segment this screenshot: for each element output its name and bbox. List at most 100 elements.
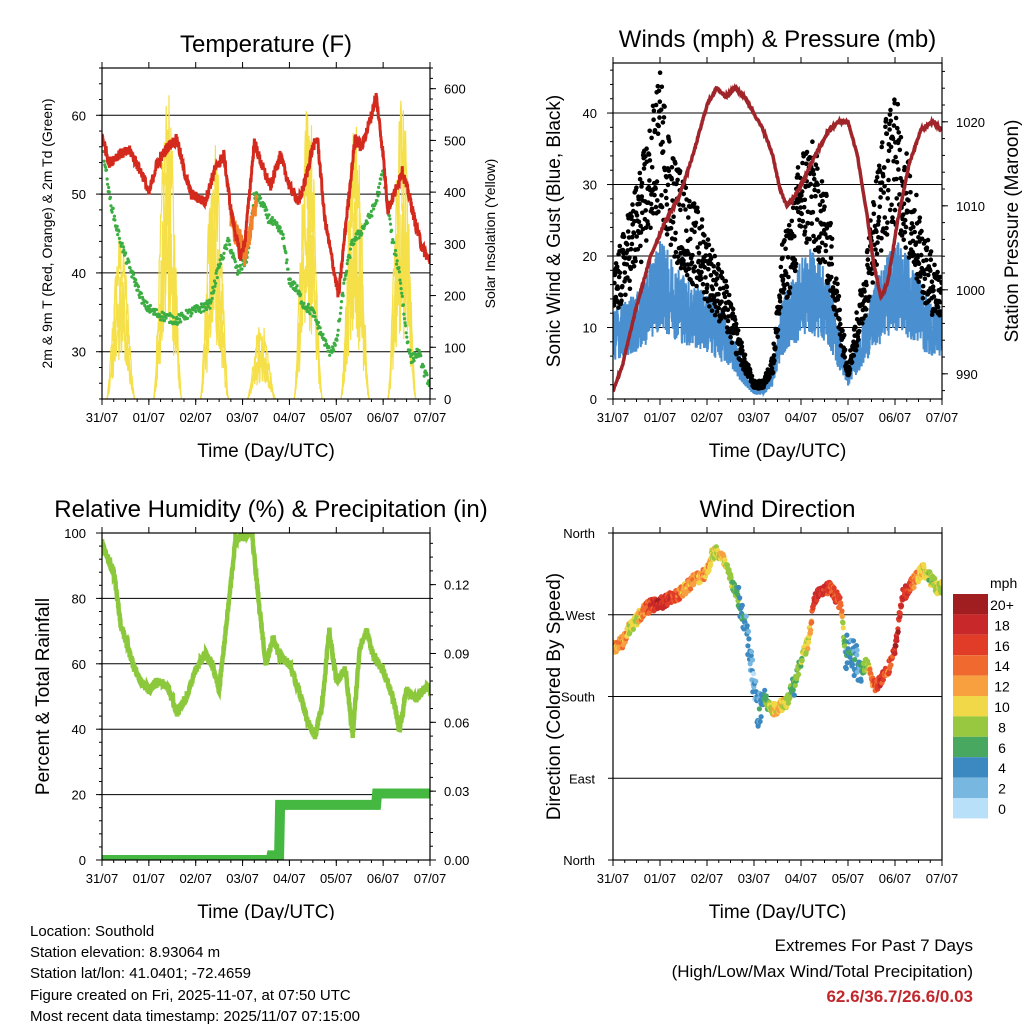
gust-point — [690, 252, 695, 258]
gust-point — [799, 211, 804, 217]
solar-insolation-line — [246, 340, 276, 399]
gust-point — [677, 202, 682, 207]
direction-point — [748, 652, 754, 659]
dewpoint-point — [284, 251, 288, 255]
gust-point — [903, 224, 909, 230]
gust-point — [888, 107, 893, 113]
location-text: Location: Southold — [30, 923, 155, 940]
gust-point — [932, 262, 937, 268]
gust-point — [899, 233, 905, 238]
gust-point — [864, 282, 869, 288]
dewpoint-point — [107, 190, 111, 194]
gust-point — [875, 222, 881, 227]
gust-point — [719, 299, 724, 305]
gust-point — [863, 307, 869, 312]
gust-point — [635, 247, 641, 252]
gust-point — [643, 225, 649, 230]
dewpoint-point — [127, 260, 131, 264]
y-axis-label: 2m & 9m T (Red, Orange) & 2m Td (Green) — [39, 99, 55, 369]
legend-swatch — [953, 634, 988, 656]
gust-point — [707, 304, 712, 309]
gust-point — [803, 224, 808, 230]
gust-point — [616, 305, 621, 310]
gust-point — [885, 196, 890, 201]
gust-point — [874, 175, 880, 180]
direction-point — [688, 586, 694, 592]
humidity-line — [102, 533, 430, 740]
x-tick-label: 07/07 — [926, 410, 959, 425]
gust-point — [638, 230, 644, 235]
gust-point — [906, 198, 911, 203]
direction-point — [895, 629, 901, 635]
gust-point — [862, 289, 867, 294]
gust-point — [681, 258, 686, 263]
dewpoint-point — [271, 222, 275, 226]
gust-point — [677, 168, 683, 174]
dewpoint-point — [111, 206, 115, 210]
dewpoint-point — [398, 278, 402, 282]
gust-point — [885, 187, 891, 193]
gust-point — [639, 184, 644, 189]
gust-point — [651, 108, 657, 113]
gust-point — [810, 139, 815, 144]
gust-point — [706, 266, 711, 272]
x-tick-label: 06/07 — [367, 410, 400, 425]
direction-point — [697, 579, 703, 585]
gust-point — [708, 273, 714, 278]
gust-point — [786, 274, 791, 280]
gust-point — [656, 123, 661, 129]
dewpoint-point — [338, 311, 342, 315]
direction-point — [858, 678, 864, 684]
gust-point — [884, 232, 890, 237]
dewpoint-point — [286, 267, 290, 271]
y-tick-label: 0 — [590, 392, 597, 407]
y-tick-label: 30 — [72, 345, 86, 360]
gust-point — [909, 221, 915, 226]
direction-point — [898, 603, 905, 609]
x-tick-label: 07/07 — [414, 871, 447, 886]
direction-point — [799, 657, 805, 664]
dewpoint-point — [284, 261, 288, 265]
gust-point — [629, 234, 635, 240]
gust-point — [716, 291, 721, 297]
chart-panel-4: Wind Direction North East South West North mph… — [544, 496, 1017, 920]
gust-point — [792, 234, 797, 239]
y-tick-label: North — [563, 526, 595, 541]
dewpoint-point — [302, 301, 306, 305]
gust-point — [894, 160, 900, 165]
gust-point — [725, 318, 731, 324]
y-tick-label: North — [563, 853, 595, 868]
gust-point — [639, 180, 645, 186]
dewpoint-point — [399, 287, 403, 291]
gust-point — [890, 136, 896, 141]
legend-swatch — [953, 675, 988, 696]
dewpoint-point — [196, 304, 200, 308]
dewpoint-point — [262, 203, 267, 207]
dewpoint-point — [136, 285, 141, 289]
gust-point — [659, 193, 664, 198]
dewpoint-point — [105, 177, 109, 181]
gust-point — [786, 222, 792, 228]
dewpoint-point — [422, 364, 426, 368]
dewpoint-point — [391, 238, 395, 242]
dewpoint-point — [178, 317, 182, 321]
gust-point — [809, 221, 815, 226]
dewpoint-point — [112, 214, 116, 218]
direction-point — [796, 671, 802, 678]
gust-point — [694, 283, 699, 289]
dewpoint-point — [104, 168, 109, 172]
gust-point — [647, 178, 652, 183]
direction-point — [843, 665, 849, 672]
gust-point — [895, 125, 900, 131]
gust-point — [644, 146, 649, 151]
gust-point — [695, 245, 700, 250]
gust-point — [781, 286, 787, 292]
dewpoint-point — [233, 260, 237, 264]
gust-point — [849, 359, 855, 365]
gust-point — [699, 269, 704, 275]
gust-point — [622, 270, 628, 275]
dewpoint-point — [122, 248, 126, 252]
gust-point — [925, 237, 931, 243]
gust-point — [804, 240, 809, 245]
y-tick-label: 10 — [583, 321, 597, 336]
